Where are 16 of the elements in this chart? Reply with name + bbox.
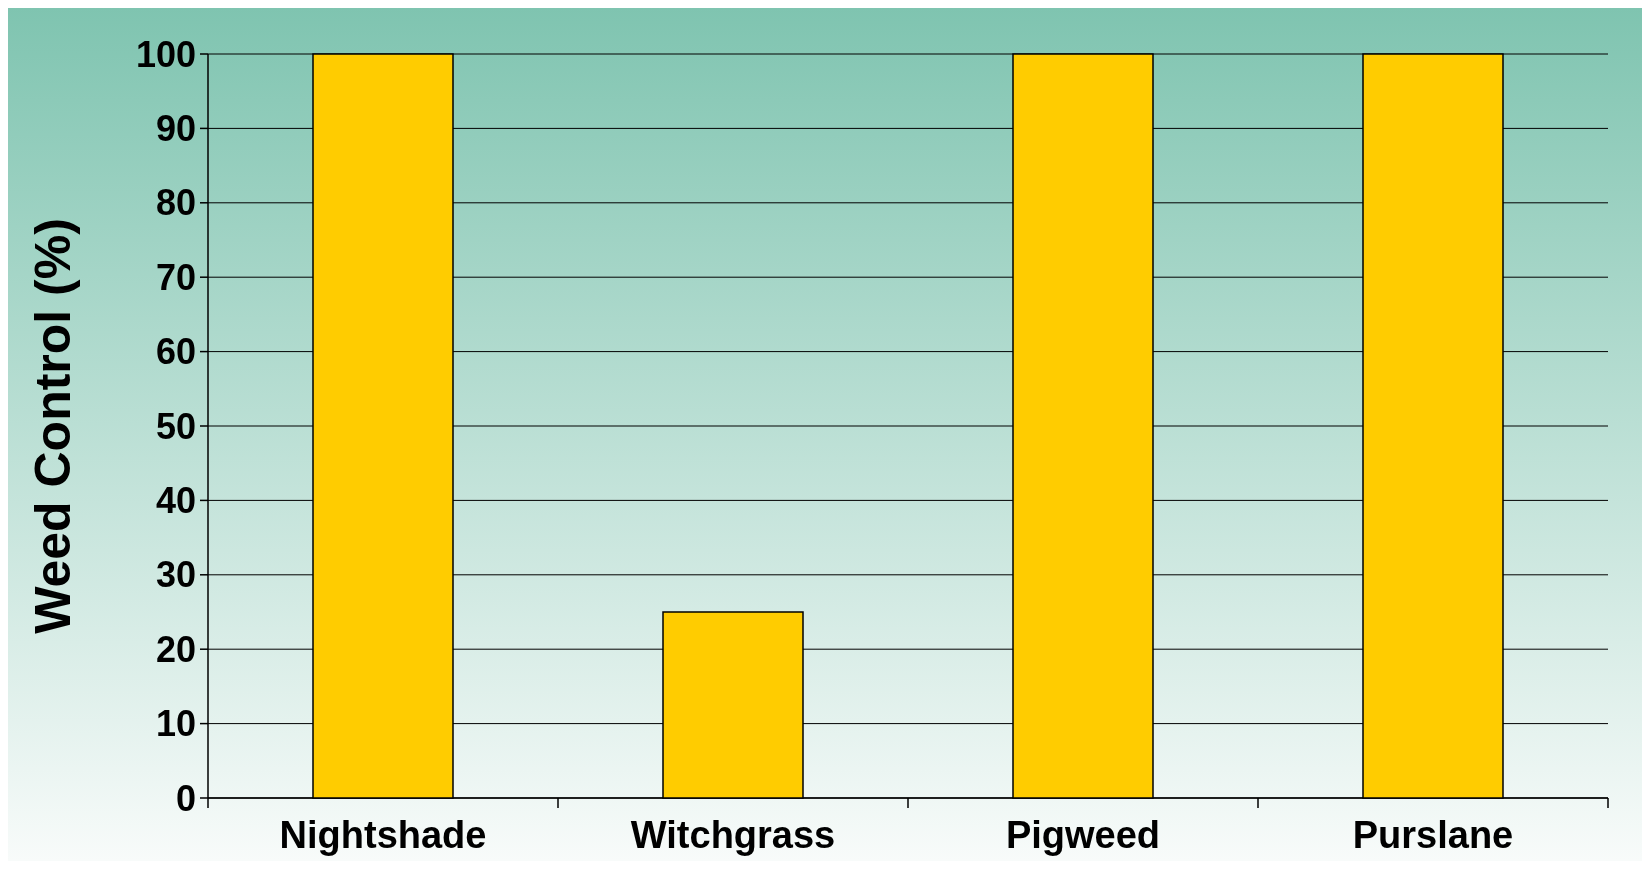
y-tick-label: 100: [135, 33, 196, 75]
x-tick-label: Nightshade: [279, 814, 487, 856]
y-axis-title: Weed Control (%): [25, 218, 81, 634]
y-tick-label: 80: [155, 182, 196, 224]
y-tick-label: 50: [155, 405, 196, 447]
y-tick-label: 90: [155, 108, 196, 149]
y-tick-label: 20: [155, 628, 196, 670]
y-tick-label: 40: [155, 480, 196, 521]
y-tick-label: 30: [155, 554, 196, 596]
y-tick-label: 70: [155, 256, 196, 298]
y-tick-label: 10: [155, 703, 196, 745]
y-tick-label: 60: [155, 331, 196, 373]
x-tick-label: Witchgrass: [630, 814, 836, 856]
x-tick-label: Purslane: [1352, 814, 1514, 856]
y-tick-label: 0: [175, 777, 196, 819]
x-tick-label: Pigweed: [1005, 814, 1161, 856]
